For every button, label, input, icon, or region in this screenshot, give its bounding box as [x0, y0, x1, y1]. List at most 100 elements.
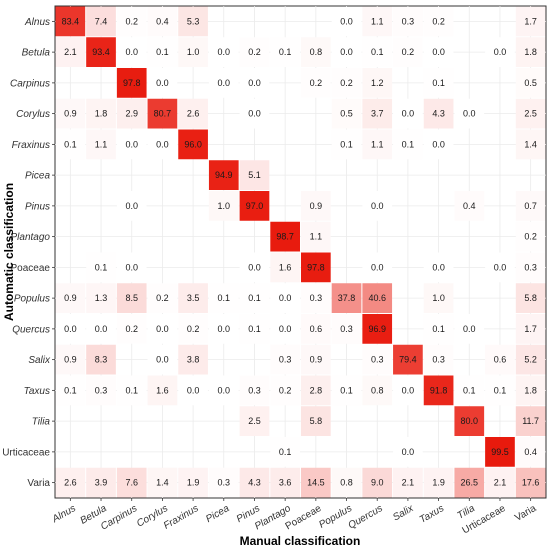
cell-value-label: 2.5 — [248, 416, 261, 426]
cell-value-label: 0.9 — [64, 109, 77, 119]
cell-value-label: 0.3 — [524, 262, 537, 272]
cell-value-label: 1.6 — [156, 385, 169, 395]
heatmap-cells: 83.4 7.4 0.2 0.4 5.3 0.0 1.1 0.3 0.2 1.7 2.1 93.4 0.… — [55, 6, 546, 498]
heatmap-cell — [331, 98, 362, 129]
heatmap-cell — [86, 252, 116, 283]
heatmap-cell — [208, 467, 239, 498]
y-tick-label: Pinus — [25, 201, 50, 212]
heatmap-cell — [116, 283, 147, 313]
cell-value-label: 37.8 — [338, 293, 356, 303]
heatmap-cell — [116, 191, 147, 221]
heatmap-cell — [515, 98, 546, 129]
heatmap-cell — [270, 221, 300, 252]
heatmap-cell — [454, 314, 485, 344]
x-tick-label: Varia — [513, 503, 538, 524]
cell-value-label: 96.0 — [184, 139, 202, 149]
y-tick-label: Urticaceae — [2, 447, 50, 458]
heatmap-cell — [116, 129, 147, 160]
cell-value-label: 0.0 — [494, 262, 507, 272]
cell-value-label: 97.8 — [307, 262, 325, 272]
heatmap-cell — [270, 252, 300, 283]
cell-value-label: 7.6 — [125, 478, 138, 488]
heatmap-cell — [86, 98, 116, 129]
cell-value-label: 0.1 — [64, 385, 77, 395]
heatmap-cell — [147, 467, 178, 498]
heatmap-cell — [515, 252, 546, 283]
heatmap-cell — [423, 68, 454, 98]
cell-value-label: 0.0 — [95, 324, 108, 334]
x-tick-label: Fraxinus — [162, 503, 201, 532]
cell-value-label: 0.6 — [310, 324, 323, 334]
heatmap-cell — [86, 37, 116, 67]
cell-value-label: 0.4 — [463, 201, 476, 211]
heatmap-cell — [362, 375, 393, 406]
x-tick-label: Poaceae — [284, 503, 324, 532]
cell-value-label: 0.0 — [371, 201, 384, 211]
cell-value-label: 1.8 — [95, 109, 108, 119]
heatmap-cell — [178, 375, 208, 406]
cell-value-label: 0.1 — [156, 47, 169, 57]
heatmap-cell — [515, 37, 546, 67]
cell-value-label: 5.2 — [524, 355, 537, 365]
heatmap-cell — [393, 375, 423, 406]
cell-value-label: 0.2 — [279, 385, 292, 395]
heatmap-cell — [362, 314, 393, 344]
cell-value-label: 0.0 — [218, 78, 231, 88]
cell-value-label: 0.1 — [432, 78, 445, 88]
heatmap-cell — [515, 406, 546, 436]
cell-value-label: 99.5 — [491, 447, 509, 457]
cell-value-label: 0.1 — [340, 385, 353, 395]
heatmap-cell — [147, 68, 178, 98]
cell-value-label: 2.6 — [187, 109, 200, 119]
heatmap-cell — [55, 344, 86, 375]
heatmap-cell — [147, 314, 178, 344]
cell-value-label: 0.0 — [125, 47, 138, 57]
cell-value-label: 0.0 — [402, 385, 415, 395]
heatmap-cell — [239, 375, 270, 406]
x-tick-label: Salix — [391, 503, 416, 524]
cell-value-label: 11.7 — [522, 416, 539, 426]
cell-value-label: 80.7 — [154, 109, 172, 119]
heatmap-cell — [301, 406, 331, 436]
heatmap-cell — [116, 6, 147, 37]
heatmap-cell — [301, 283, 331, 313]
heatmap-cell — [116, 98, 147, 129]
cell-value-label: 2.6 — [64, 478, 77, 488]
heatmap-cell — [423, 37, 454, 67]
cell-value-label: 0.9 — [64, 355, 77, 365]
heatmap-cell — [208, 191, 239, 221]
heatmap-cell — [331, 37, 362, 67]
heatmap-cell — [515, 437, 546, 467]
cell-value-label: 0.0 — [432, 47, 445, 57]
heatmap-cell — [454, 98, 485, 129]
cell-value-label: 0.1 — [463, 385, 476, 395]
heatmap-cell — [116, 467, 147, 498]
cell-value-label: 0.1 — [248, 293, 261, 303]
cell-value-label: 0.1 — [494, 385, 507, 395]
cell-value-label: 0.0 — [432, 139, 445, 149]
cell-value-label: 1.1 — [310, 232, 323, 242]
heatmap-cell — [178, 98, 208, 129]
heatmap-cell — [270, 467, 300, 498]
heatmap-cell — [270, 437, 300, 467]
heatmap-cell — [55, 375, 86, 406]
cell-value-label: 93.4 — [92, 47, 110, 57]
cell-value-label: 0.2 — [125, 16, 138, 26]
heatmap-cell — [86, 375, 116, 406]
y-tick-labels: Alnus Betula Carpinus Corylus Fraxinus Picea P… — [2, 17, 55, 489]
y-axis-title: Automatic classification — [2, 183, 16, 321]
heatmap-cell — [331, 68, 362, 98]
cell-value-label: 1.1 — [371, 139, 384, 149]
cell-value-label: 0.0 — [248, 78, 261, 88]
cell-value-label: 0.4 — [524, 447, 537, 457]
heatmap-cell — [147, 375, 178, 406]
heatmap-cell — [393, 437, 423, 467]
cell-value-label: 0.4 — [156, 16, 169, 26]
heatmap-cell — [331, 283, 362, 313]
cell-value-label: 0.0 — [187, 385, 200, 395]
heatmap-cell — [147, 37, 178, 67]
cell-value-label: 0.2 — [432, 16, 445, 26]
cell-value-label: 0.5 — [340, 109, 353, 119]
